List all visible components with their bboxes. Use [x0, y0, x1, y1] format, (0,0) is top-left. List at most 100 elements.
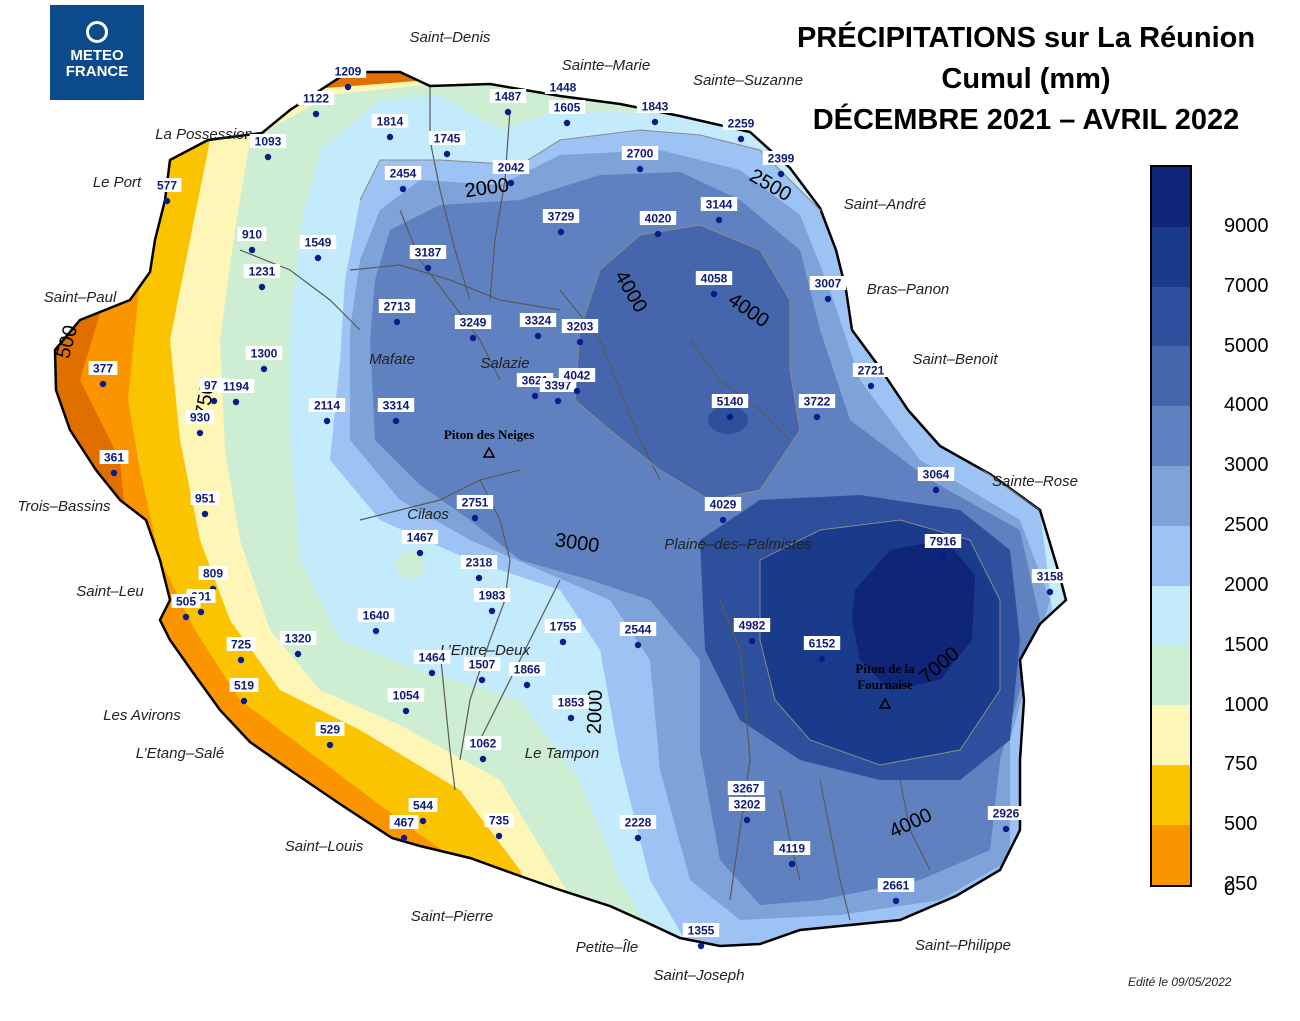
station-dot	[567, 714, 575, 722]
station-label-bg	[371, 114, 409, 128]
station: 4058	[695, 271, 733, 298]
station-dot	[197, 608, 205, 616]
peak-marker: Piton des Neiges	[444, 427, 534, 458]
place-label: Cilaos	[407, 506, 449, 523]
station-value: 3144	[706, 198, 733, 212]
station: 3187	[409, 245, 447, 272]
station-dot	[654, 230, 662, 238]
town-label: Sainte–Marie	[562, 57, 650, 74]
meteo-france-logo: METEO FRANCE	[50, 5, 144, 100]
station-value: 3007	[815, 277, 842, 291]
station-dot	[196, 429, 204, 437]
station: 1093	[249, 134, 287, 161]
station-dot	[323, 417, 331, 425]
station-label-bg	[387, 688, 425, 702]
summit-triangle-icon	[878, 697, 892, 709]
station-label-bg	[464, 736, 502, 750]
station-dot	[471, 514, 479, 522]
station-value: 910	[242, 228, 262, 242]
station-dot	[1002, 825, 1010, 833]
station-label-bg	[384, 166, 422, 180]
station-label-bg	[619, 622, 657, 636]
station-value: 4982	[739, 619, 766, 633]
station-label-bg	[704, 497, 742, 511]
station-label-bg	[803, 636, 841, 650]
place-label: Mafate	[369, 351, 415, 368]
station-value: 1467	[407, 531, 434, 545]
station: 2926	[987, 806, 1025, 833]
station-dot	[260, 365, 268, 373]
station-dot	[697, 942, 705, 950]
station-value: 2259	[728, 117, 755, 131]
station: 1745	[428, 131, 466, 158]
station: 2721	[852, 363, 890, 390]
station: 1814	[371, 114, 409, 141]
station: 1062	[464, 736, 502, 763]
station-label-bg	[378, 299, 416, 313]
station-value: 1355	[688, 924, 715, 938]
legend-label: 1500	[1224, 633, 1269, 656]
station-dot	[651, 118, 659, 126]
legend-band	[1152, 466, 1190, 526]
station-label-bg	[401, 530, 439, 544]
station-dot	[312, 110, 320, 118]
station-label-bg	[619, 815, 657, 829]
station: 6152	[803, 636, 841, 663]
station-value: 3187	[415, 246, 442, 260]
station-dot	[386, 133, 394, 141]
station-value: 2544	[625, 623, 652, 637]
station-value: 3267	[733, 782, 760, 796]
station-value: 529	[320, 723, 340, 737]
town-label: Saint–Denis	[410, 29, 491, 46]
station-label-bg	[409, 245, 447, 259]
station-label-bg	[561, 319, 599, 333]
station-dot	[818, 655, 826, 663]
station-dot	[788, 860, 796, 868]
station: 1231	[243, 264, 281, 291]
station-dot	[488, 607, 496, 615]
station: 577	[152, 178, 182, 205]
station-value: 1549	[305, 236, 332, 250]
station-label-bg	[558, 368, 596, 382]
legend-band	[1152, 705, 1190, 766]
station: 2259	[722, 116, 760, 143]
town-label: Sainte–Suzanne	[693, 72, 803, 89]
station-label-bg	[544, 619, 582, 633]
station-label-bg	[924, 534, 962, 548]
peak-label: Fournaise	[857, 677, 913, 692]
legend-label: 7000	[1224, 274, 1269, 297]
station-dot	[469, 334, 477, 342]
station-dot	[478, 676, 486, 684]
station-dot	[326, 741, 334, 749]
station-label-bg	[484, 813, 514, 827]
stations: 1209 1122 1093 577 1487 1448 1605 1843 2259 2399 1…	[88, 64, 1069, 950]
station-label-bg	[413, 650, 451, 664]
station-dot	[939, 553, 947, 561]
station: 1487	[489, 89, 527, 116]
station-value: 577	[157, 179, 177, 193]
station-label-bg	[809, 276, 847, 290]
station-label-bg	[315, 722, 345, 736]
station-label-bg	[621, 146, 659, 160]
station-value: 361	[104, 451, 124, 465]
station: 1843	[636, 99, 674, 126]
station-value: 5140	[717, 395, 744, 409]
station: 2114	[308, 398, 346, 425]
legend-band	[1152, 765, 1190, 826]
station-value: 2228	[625, 816, 652, 830]
station: 1320	[279, 631, 317, 658]
station-value: 3202	[734, 798, 761, 812]
station: 4042	[558, 368, 596, 395]
station-label-bg	[700, 197, 738, 211]
station-dot	[475, 574, 483, 582]
station-value: 809	[203, 567, 223, 581]
station: 1549	[299, 235, 337, 262]
station-label-bg	[229, 678, 259, 692]
station-value: 4029	[710, 498, 737, 512]
legend-band	[1152, 167, 1190, 227]
station-label-bg	[463, 657, 501, 671]
station-label-bg	[88, 361, 118, 375]
station-label-bg	[185, 410, 215, 424]
